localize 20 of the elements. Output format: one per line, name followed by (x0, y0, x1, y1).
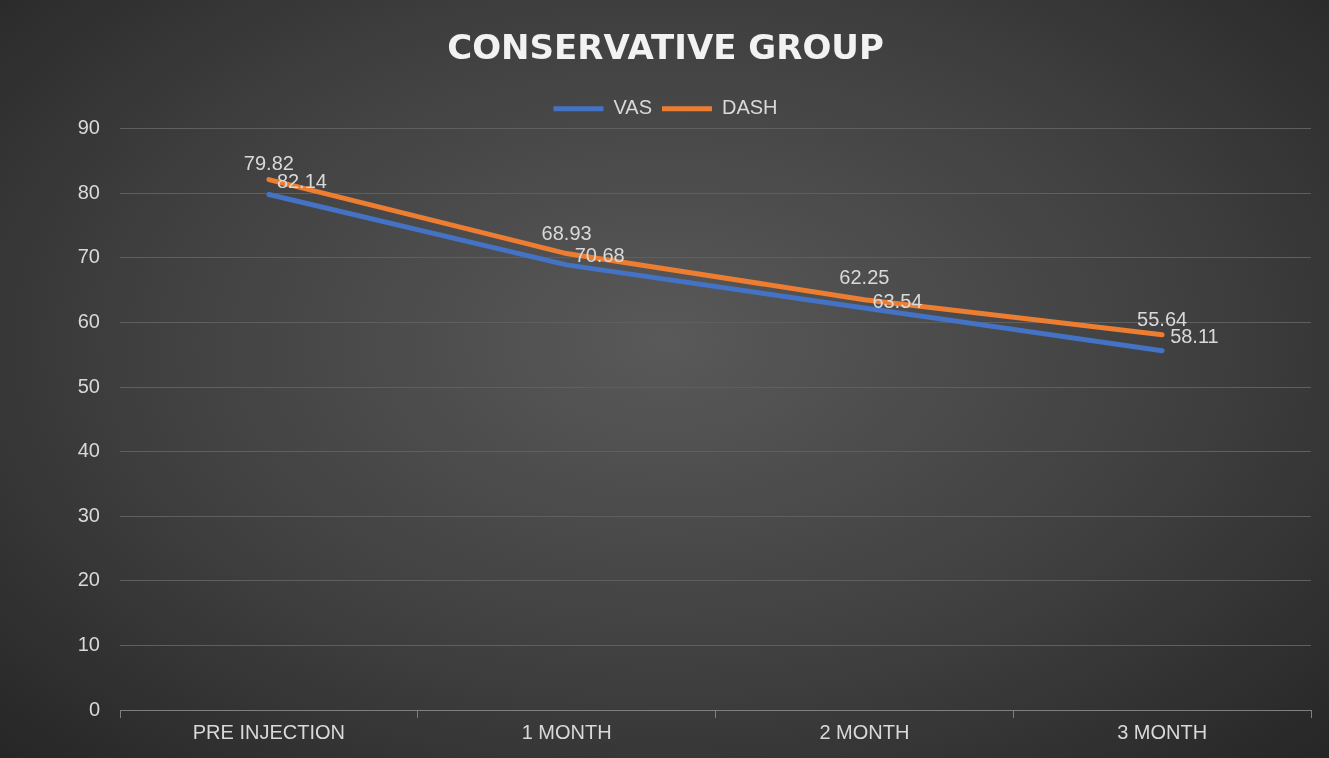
y-tick-label: 50 (77, 374, 100, 397)
legend-label: DASH (721, 96, 778, 119)
y-tick-label: 10 (77, 632, 100, 655)
y-tick-label: 70 (77, 245, 100, 268)
legend-label: VAS (613, 96, 652, 119)
y-tick-label: 90 (77, 116, 100, 139)
y-tick-label: 80 (77, 180, 100, 203)
data-label: 62.25 (839, 265, 890, 288)
chart-title: CONSERVATIVE GROUP (447, 27, 884, 68)
x-tick-label: PRE INJECTION (192, 720, 345, 743)
y-tick-label: 40 (77, 439, 100, 462)
data-label: 58.11 (1170, 325, 1219, 348)
y-tick-label: 0 (88, 697, 100, 720)
y-tick-label: 20 (77, 568, 100, 591)
y-tick-label: 30 (77, 503, 100, 526)
x-tick-label: 2 MONTH (819, 720, 910, 743)
x-tick-label: 1 MONTH (521, 720, 612, 743)
y-tick-label: 60 (77, 310, 100, 333)
x-tick-label: 3 MONTH (1117, 720, 1208, 743)
data-label: 68.93 (541, 222, 592, 245)
